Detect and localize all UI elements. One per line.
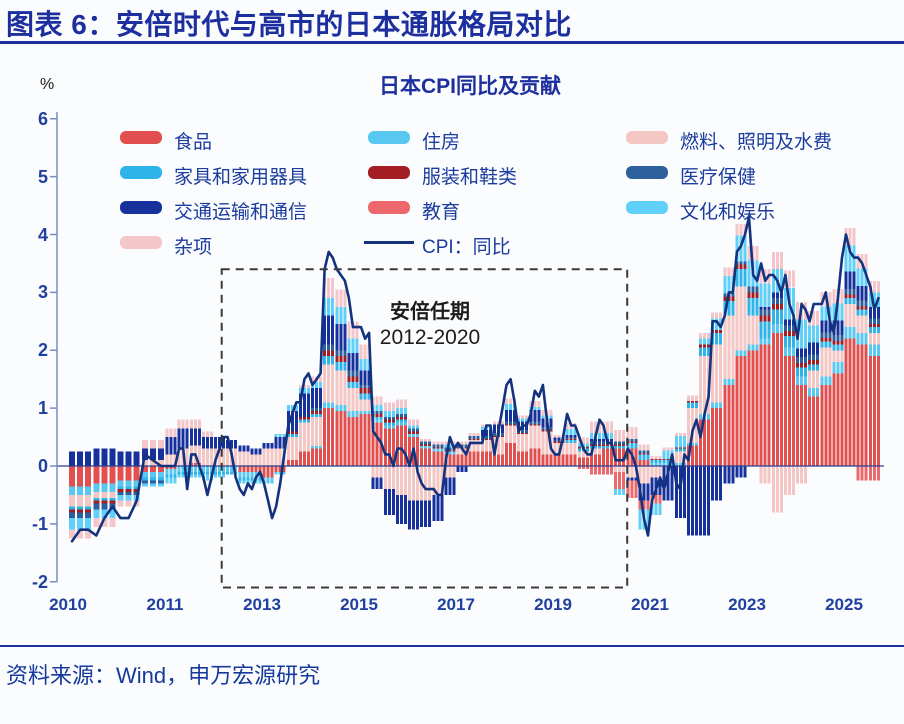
y-tick-5: 5 (37, 167, 48, 187)
legend-label-misc: 杂项 (174, 237, 213, 258)
y-tick-neg2: -2 (31, 572, 48, 592)
legend-swatch-clothing (368, 166, 410, 179)
figure-title: 图表 6：安倍时代与高市的日本通胀格局对比 (6, 9, 572, 40)
y-axis-unit-label: % (40, 76, 55, 93)
x-tick-2010: 2010 (49, 595, 87, 614)
y-tick-2: 2 (37, 340, 48, 360)
legend-swatch-housing (368, 131, 410, 144)
footer-divider (0, 645, 904, 647)
annotation-abe-years: 2012-2020 (379, 326, 481, 349)
legend-label-clothing: 服装和鞋类 (422, 167, 518, 188)
y-tick-1: 1 (37, 398, 48, 418)
legend-line-cpi (364, 241, 414, 244)
cpi-yoy-line (70, 215, 880, 543)
legend-label-education: 教育 (422, 202, 461, 223)
legend-swatch-transport-comm (120, 201, 162, 214)
legend-swatch-medical (626, 166, 668, 179)
data-source: 资料来源：Wind，申万宏源研究 (6, 663, 321, 688)
y-tick-6: 6 (37, 109, 48, 129)
legend-label-cpi: CPI：同比 (422, 237, 511, 258)
legend-label-furniture: 家具和家用器具 (174, 167, 308, 188)
legend-swatch-culture-entertainment (626, 201, 668, 214)
x-tick-2025: 2025 (825, 595, 863, 614)
x-tick-2019: 2019 (534, 595, 572, 614)
x-tick-2013: 2013 (243, 595, 281, 614)
y-tick-0: 0 (37, 456, 48, 476)
legend-label-housing: 住房 (422, 132, 461, 153)
legend-swatch-food (120, 131, 162, 144)
stacked-contribution-bars (69, 224, 880, 539)
legend-swatch-fuel-light-water (626, 131, 668, 144)
legend-label-medical: 医疗保健 (680, 167, 757, 188)
y-axis (50, 112, 58, 583)
abe-tenure-dashed-box (220, 268, 629, 589)
legend-label-fuel-light-water: 燃料、照明及水费 (680, 132, 833, 153)
x-tick-2015: 2015 (340, 595, 378, 614)
legend-label-culture-entertainment: 文化和娱乐 (680, 202, 776, 223)
x-tick-2011: 2011 (146, 595, 184, 614)
y-tick-neg1: -1 (31, 514, 48, 534)
y-tick-4: 4 (37, 225, 48, 245)
legend-swatch-furniture (120, 166, 162, 179)
x-tick-2017: 2017 (437, 595, 475, 614)
legend-swatch-misc (120, 236, 162, 249)
legend-swatch-education (368, 201, 410, 214)
legend-label-food: 食品 (174, 132, 213, 153)
legend-label-transport-comm: 交通运输和通信 (174, 202, 308, 223)
x-tick-2021: 2021 (631, 595, 669, 614)
y-tick-3: 3 (37, 282, 48, 302)
annotation-abe-tenure: 安倍任期 (390, 301, 470, 323)
title-underline (0, 41, 904, 44)
chart-subtitle: 日本CPI同比及贡献 (378, 75, 561, 98)
x-tick-2023: 2023 (728, 595, 766, 614)
